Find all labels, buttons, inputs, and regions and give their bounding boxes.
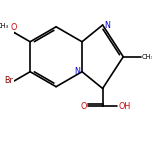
Text: CH₃: CH₃ — [142, 54, 152, 60]
Text: OH: OH — [118, 102, 130, 111]
Text: O: O — [81, 102, 87, 111]
Text: O: O — [11, 23, 17, 32]
Text: Br: Br — [4, 76, 13, 85]
Text: N: N — [75, 67, 81, 76]
Text: CH₃: CH₃ — [0, 23, 9, 29]
Text: N: N — [104, 21, 110, 29]
